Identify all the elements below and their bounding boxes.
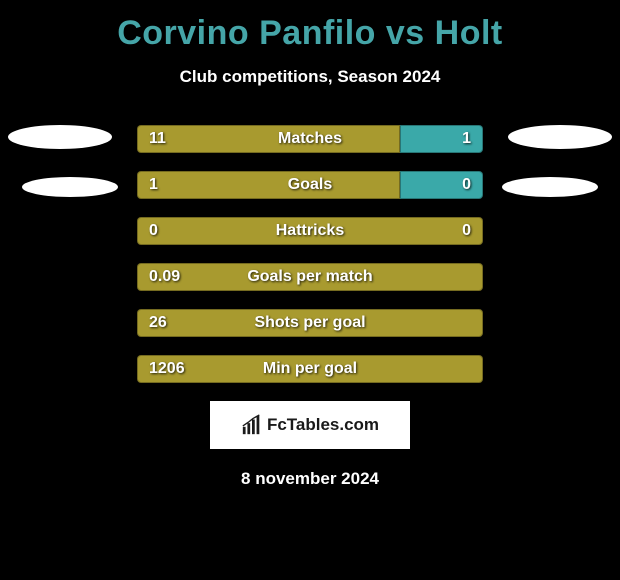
value-right: 0 [462,171,471,199]
date-line: 8 november 2024 [0,469,620,489]
metric-label: Min per goal [137,355,483,383]
metric-label: Goals [137,171,483,199]
stat-row-gpm: 0.09 Goals per match [0,263,620,291]
page-title: Corvino Panfilo vs Holt [0,0,620,53]
metric-label: Shots per goal [137,309,483,337]
value-right: 0 [462,217,471,245]
bar-track: 0 Hattricks 0 [137,217,483,245]
subtitle: Club competitions, Season 2024 [0,67,620,87]
value-right: 1 [462,125,471,153]
metric-label: Goals per match [137,263,483,291]
bar-track: 11 Matches 1 [137,125,483,153]
branding-box: FcTables.com [210,401,410,449]
bar-track: 1206 Min per goal [137,355,483,383]
stat-row-hattricks: 0 Hattricks 0 [0,217,620,245]
stat-row-mpg: 1206 Min per goal [0,355,620,383]
bar-track: 0.09 Goals per match [137,263,483,291]
comparison-chart: 11 Matches 1 1 Goals 0 0 Hattricks 0 0.0… [0,125,620,383]
branding-text: FcTables.com [267,415,379,435]
stat-row-matches: 11 Matches 1 [0,125,620,153]
stat-row-goals: 1 Goals 0 [0,171,620,199]
stat-row-spg: 26 Shots per goal [0,309,620,337]
bar-track: 26 Shots per goal [137,309,483,337]
bar-track: 1 Goals 0 [137,171,483,199]
metric-label: Matches [137,125,483,153]
bar-chart-icon [241,414,263,436]
metric-label: Hattricks [137,217,483,245]
